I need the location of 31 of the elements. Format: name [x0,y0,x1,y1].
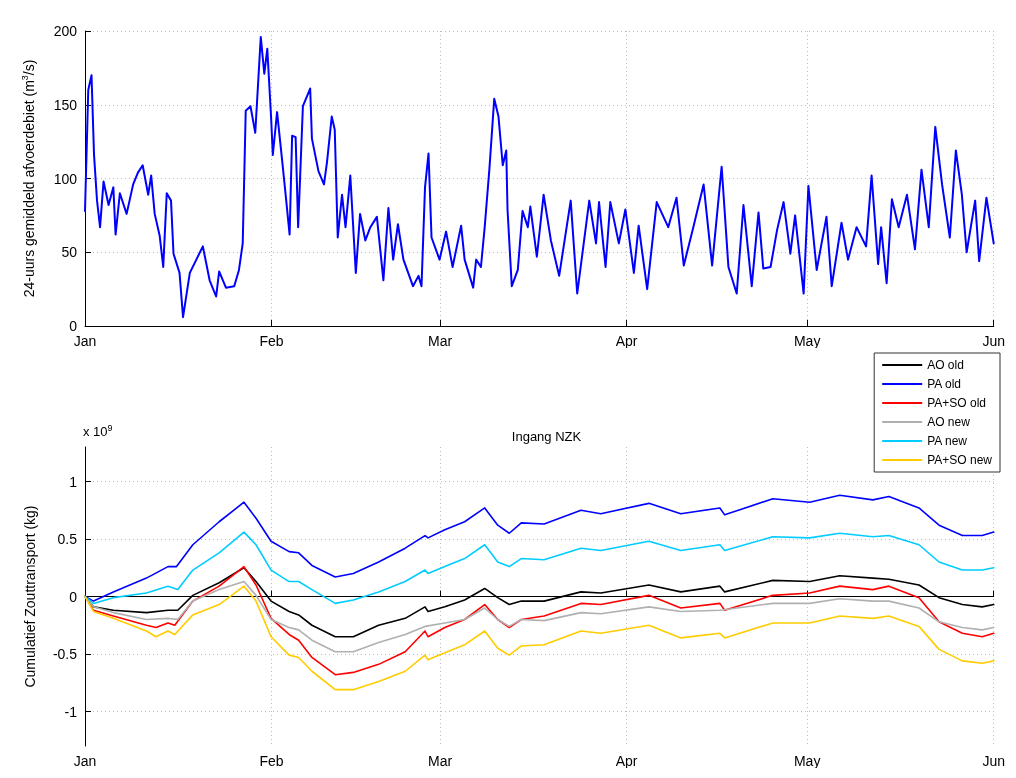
y-tick-label: 100 [53,170,78,187]
legend-label: AO old [927,358,964,372]
legend-label: PA new [927,434,968,448]
legend-label: PA+SO new [927,453,993,467]
y-tick-label: 1 [69,473,78,490]
y-axis-title: 24-uurs gemiddeld afvoerdebiet (m3/s) [19,59,37,298]
y-axis-title: Cumulatief Zouttransport (kg) [22,505,38,688]
legend-label: PA old [927,377,961,391]
y-tick-label: 200 [53,23,78,39]
chart-title: Ingang NZK [511,429,582,444]
legend-label: PA+SO old [927,396,986,410]
x-tick-label: Apr [615,333,638,349]
x-tick-label: Jun [982,333,1005,349]
x-tick-label: Jun [982,753,1005,769]
y-tick-label: 0 [69,588,78,605]
x-tick-label: May [793,753,821,769]
x-tick-label: Jan [73,753,97,769]
y-tick-label: 50 [61,244,78,261]
x-tick-label: Feb [259,333,284,349]
y-tick-label: 0.5 [57,531,78,547]
y-tick-label: 0 [69,318,78,334]
x-tick-label: May [793,333,821,349]
x-tick-label: Apr [615,753,638,769]
legend-label: AO new [927,415,971,429]
x-tick-label: Feb [259,753,284,769]
x-tick-label: Jan [73,333,97,349]
y-tick-label: 150 [53,96,78,113]
y-tick-label: -0.5 [52,646,78,662]
y-tick-label: -1 [64,703,78,720]
x-tick-label: Mar [428,333,453,349]
x-tick-label: Mar [428,753,453,769]
